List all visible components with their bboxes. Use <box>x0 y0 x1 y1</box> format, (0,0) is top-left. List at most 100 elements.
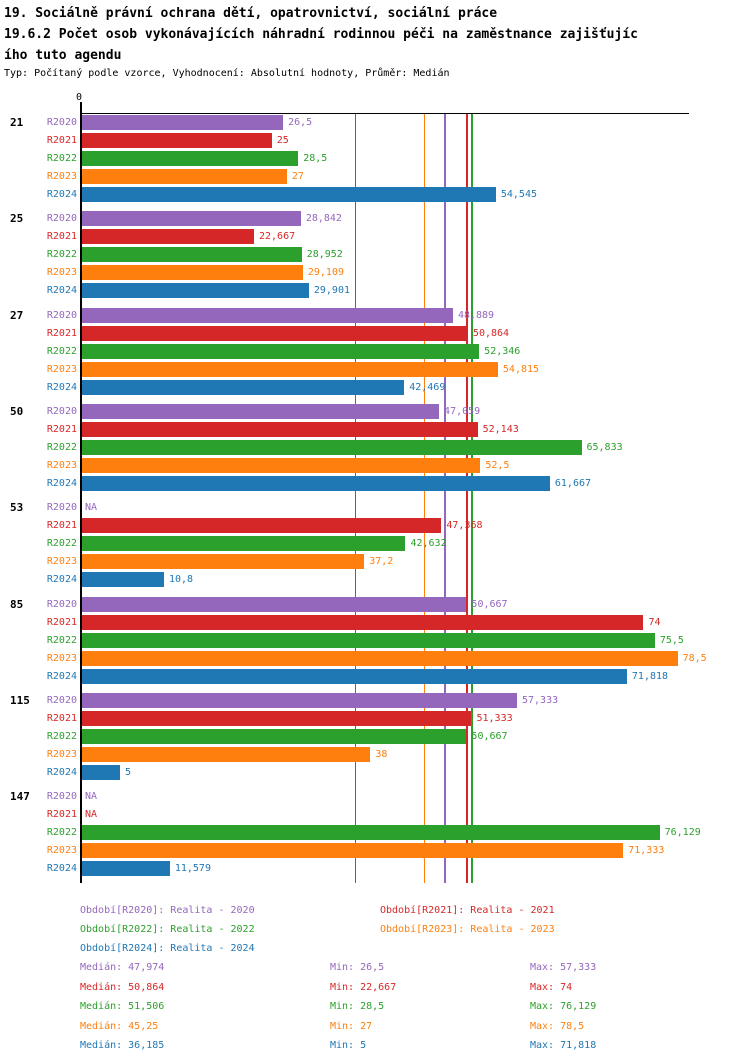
bar-value-label: 52,143 <box>482 424 519 435</box>
group-label: 85 <box>10 598 24 611</box>
bar-year-label: R2023 <box>46 845 77 856</box>
bar-value-label: 74 <box>648 617 661 628</box>
bar <box>82 380 405 395</box>
bar-value-label: 25 <box>276 135 289 146</box>
bar <box>82 265 303 280</box>
median-line-r2024 <box>354 113 357 883</box>
bar-year-label: R2021 <box>46 713 77 724</box>
group-label: 21 <box>10 116 24 129</box>
bar-year-label: R2023 <box>46 460 77 471</box>
bar-value-label: 71,818 <box>631 671 669 682</box>
bar-value-label: 75,5 <box>659 635 684 646</box>
median-line-r2021 <box>466 113 468 883</box>
bar <box>82 187 496 202</box>
stat-median-r2024: Medián: 36,185 <box>80 1040 165 1051</box>
bar-year-label: R2023 <box>46 556 77 567</box>
bar-value-label: 10,8 <box>168 574 194 585</box>
stat-min-r2022: Min: 28,5 <box>330 1001 385 1012</box>
bar-year-label: R2023 <box>46 267 77 278</box>
bar-value-label: 47,059 <box>444 406 481 417</box>
bar-year-label: R2021 <box>46 520 77 531</box>
bar-year-label: R2024 <box>46 767 77 778</box>
bar <box>82 843 624 858</box>
bar-value-label: 78,5 <box>682 653 707 664</box>
bar <box>82 440 582 455</box>
bar-year-label: R2024 <box>46 285 77 296</box>
bar <box>82 115 284 130</box>
stat-min-r2020: Min: 26,5 <box>330 962 385 973</box>
bar-value-label: 57,333 <box>522 695 559 706</box>
bar-value-label: 29,901 <box>313 285 350 296</box>
bar-value-label: 5 <box>124 767 131 778</box>
bar-value-label: 22,667 <box>258 231 296 242</box>
bar-value-label: 52,5 <box>485 460 510 471</box>
bar <box>82 729 467 744</box>
bar-year-label: R2022 <box>46 346 77 357</box>
legend-item-r2021: Období[R2021]: Realita - 2021 <box>380 905 555 916</box>
bar-year-label: R2022 <box>46 249 77 260</box>
bar <box>82 518 442 533</box>
bar-value-label: 27 <box>291 171 304 182</box>
bar <box>82 651 678 666</box>
bar-value-label: 71,333 <box>628 845 665 856</box>
bar-value-label: 48,889 <box>457 310 495 321</box>
bar-year-label: R2023 <box>46 653 77 664</box>
bar-year-label: R2020 <box>46 310 77 321</box>
bar <box>82 825 660 840</box>
bar-value-label: 42,469 <box>409 382 446 393</box>
stat-min-r2023: Min: 27 <box>330 1021 373 1032</box>
bar <box>82 283 309 298</box>
stat-median-r2022: Medián: 51,506 <box>80 1001 165 1012</box>
stat-median-r2020: Medián: 47,974 <box>80 962 165 973</box>
bar <box>82 765 120 780</box>
bar <box>82 247 302 262</box>
bar-year-label: R2022 <box>46 538 77 549</box>
bar-value-label: 52,346 <box>484 346 521 357</box>
bar <box>82 422 478 437</box>
bar-year-label: R2024 <box>46 574 77 585</box>
bar-na-label: NA <box>85 502 98 513</box>
bar <box>82 229 254 244</box>
bar-year-label: R2020 <box>46 406 77 417</box>
bar <box>82 404 440 419</box>
bar <box>82 151 299 166</box>
bar <box>82 633 655 648</box>
bar <box>82 211 301 226</box>
bar <box>82 711 472 726</box>
bar-year-label: R2021 <box>46 617 77 628</box>
bar-value-label: 28,952 <box>306 249 343 260</box>
group-label: 25 <box>10 212 24 225</box>
bar-year-label: R2024 <box>46 478 77 489</box>
median-line-r2022 <box>471 113 473 883</box>
bar-value-label: 61,667 <box>554 478 592 489</box>
bar-year-label: R2021 <box>46 231 77 242</box>
bar-year-label: R2020 <box>46 213 77 224</box>
bar <box>82 326 468 341</box>
bar-year-label: R2021 <box>46 424 77 435</box>
bar-na-label: NA <box>85 791 98 802</box>
bar-year-label: R2024 <box>46 671 77 682</box>
bar-value-label: 51,333 <box>476 713 513 724</box>
axis-top-line <box>80 113 689 115</box>
bar-value-label: 50,667 <box>471 599 508 610</box>
bar-value-label: 76,129 <box>664 827 701 838</box>
bar <box>82 554 365 569</box>
legend-item-r2022: Období[R2022]: Realita - 2022 <box>80 924 255 935</box>
bar <box>82 572 164 587</box>
legend-item-r2023: Období[R2023]: Realita - 2023 <box>380 924 555 935</box>
bar-year-label: R2020 <box>46 599 77 610</box>
bar-year-label: R2022 <box>46 731 77 742</box>
bar <box>82 747 371 762</box>
bar-chart: 0 21 R2020 26,5 R2021 25 R2022 28,5 R2023 27 R202… <box>10 92 707 883</box>
bar <box>82 458 481 473</box>
bar-value-label: 42,632 <box>410 538 447 549</box>
bar-year-label: R2020 <box>46 502 77 513</box>
stat-max-r2022: Max: 76,129 <box>530 1001 597 1012</box>
group-label: 50 <box>10 405 24 418</box>
title-line-3: ího tuto agendu <box>4 48 122 63</box>
group-label: 27 <box>10 309 24 322</box>
bar-year-label: R2021 <box>46 328 77 339</box>
bar-value-label: 47,368 <box>446 520 483 531</box>
stat-max-r2021: Max: 74 <box>530 982 573 993</box>
